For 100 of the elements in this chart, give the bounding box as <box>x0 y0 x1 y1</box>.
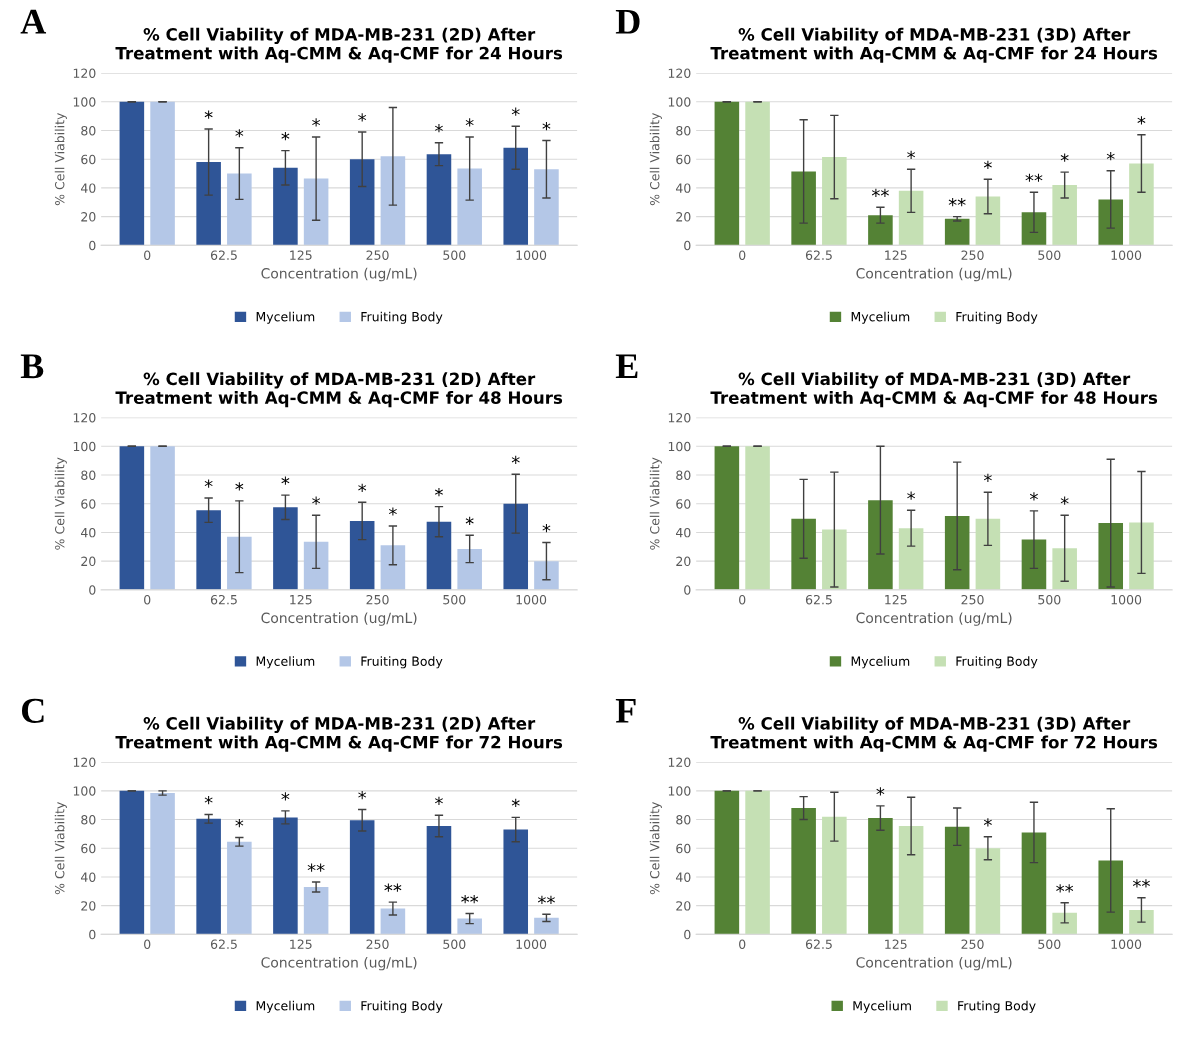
y-tick-label: 100 <box>668 441 691 452</box>
bar <box>868 818 893 935</box>
y-tick-label: 20 <box>676 901 691 911</box>
y-tick-label: 120 <box>668 413 691 423</box>
y-tick-label: 40 <box>80 527 96 538</box>
data-label: * <box>542 121 551 131</box>
bar <box>944 515 970 590</box>
data-label: * <box>983 160 992 169</box>
bar <box>380 908 406 935</box>
y-tick-label: 40 <box>675 527 691 538</box>
y-tick-label: 0 <box>89 240 96 251</box>
y-axis-title: % Cell Viability <box>649 457 662 550</box>
data-label: * <box>1029 492 1038 501</box>
chart-title: % Cell Viability of MDA-MB-231 (3D) After Treatment with Aq-CMM & Aq-CMF for 72 Hours <box>710 716 1158 752</box>
x-tick-label: 125 <box>290 250 312 260</box>
x-tick-label: 500 <box>1038 939 1061 949</box>
data-label: * <box>388 507 397 516</box>
bar <box>426 521 452 590</box>
data-label: * <box>235 129 244 138</box>
y-tick-label: 0 <box>89 585 96 595</box>
y-tick-label: 80 <box>676 815 691 825</box>
data-label: ** <box>307 863 325 872</box>
data-label: * <box>204 795 213 805</box>
text: C <box>22 698 44 723</box>
bar <box>1021 539 1047 590</box>
x-tick-label: 125 <box>885 939 907 949</box>
x-tick-label: 62.5 <box>805 250 832 260</box>
x-tick-label: 500 <box>443 939 466 949</box>
bar <box>457 918 482 935</box>
bar <box>1052 548 1077 590</box>
bar <box>303 541 329 590</box>
bar <box>1052 185 1077 246</box>
bar <box>975 196 1001 246</box>
y-tick-label: 80 <box>81 125 96 136</box>
bar <box>273 167 298 246</box>
x-tick-label: 500 <box>1038 594 1061 605</box>
bar <box>944 218 970 246</box>
bar <box>534 169 559 246</box>
data-label: * <box>358 113 367 122</box>
data-label: * <box>235 482 244 491</box>
bar <box>349 159 375 246</box>
bar <box>349 520 375 590</box>
x-tick-label: 62.5 <box>805 939 832 949</box>
bar <box>227 173 252 246</box>
y-tick-label: 40 <box>675 872 691 882</box>
data-label: * <box>465 516 474 525</box>
y-tick-label: 0 <box>89 929 96 940</box>
x-axis-title: Concentration (ug/mL) <box>261 612 417 626</box>
data-label: * <box>434 124 443 133</box>
bar <box>975 848 1001 935</box>
bar <box>791 808 816 935</box>
data-label: * <box>983 818 992 827</box>
text: A <box>20 9 47 34</box>
bar <box>822 816 847 935</box>
x-tick-label: 250 <box>961 250 984 260</box>
bar <box>745 446 770 590</box>
y-tick-label: 80 <box>81 470 96 480</box>
legend-label: Fruiting Body <box>956 656 1038 669</box>
data-label: * <box>204 479 213 488</box>
bar <box>227 841 252 935</box>
data-label: ** <box>871 188 889 197</box>
legend-label: Mycelium <box>256 656 315 669</box>
data-label: * <box>1060 496 1069 505</box>
y-tick-label: 20 <box>81 212 96 222</box>
chart-title: % Cell Viability of MDA-MB-231 (2D) After Treatment with Aq-CMM & Aq-CMF for 48 Hours <box>115 372 563 408</box>
x-tick-label: 125 <box>290 594 312 605</box>
data-label: * <box>434 796 443 805</box>
x-tick-label: 250 <box>366 939 389 949</box>
data-label: * <box>204 110 213 119</box>
bar <box>868 500 893 590</box>
x-axis-title: Concentration (ug/mL) <box>261 267 417 282</box>
bar <box>119 101 145 246</box>
bar <box>745 101 770 246</box>
data-label: * <box>312 496 321 505</box>
data-label: * <box>358 483 367 492</box>
x-axis-title: Concentration (ug/mL) <box>856 612 1012 626</box>
text: D <box>615 9 640 34</box>
chart-title: % Cell Viability of MDA-MB-231 (2D) After Treatment with Aq-CMM & Aq-CMF for 24 Hours <box>115 27 563 63</box>
bar <box>898 528 924 590</box>
x-tick-label: 0 <box>144 939 151 949</box>
y-axis-title: % Cell Viability <box>54 112 67 206</box>
bar <box>714 790 740 935</box>
bar <box>273 507 298 590</box>
bar <box>426 826 452 935</box>
bar <box>822 529 847 590</box>
y-tick-label: 100 <box>73 97 96 107</box>
data-label: * <box>542 523 551 533</box>
bar <box>196 162 221 246</box>
legend-label: Fruting Body <box>958 1000 1036 1013</box>
y-tick-label: 120 <box>668 68 691 79</box>
chart-title: % Cell Viability of MDA-MB-231 (3D) After Treatment with Aq-CMM & Aq-CMF for 48 Hours <box>710 372 1158 408</box>
data-label: ** <box>537 895 555 904</box>
legend-label: Mycelium <box>853 1000 911 1013</box>
bar <box>273 817 298 935</box>
data-label: * <box>907 491 916 500</box>
data-label: * <box>511 798 520 808</box>
bar <box>227 536 252 590</box>
bar <box>119 446 145 590</box>
bar <box>457 548 482 590</box>
bar <box>868 215 893 246</box>
